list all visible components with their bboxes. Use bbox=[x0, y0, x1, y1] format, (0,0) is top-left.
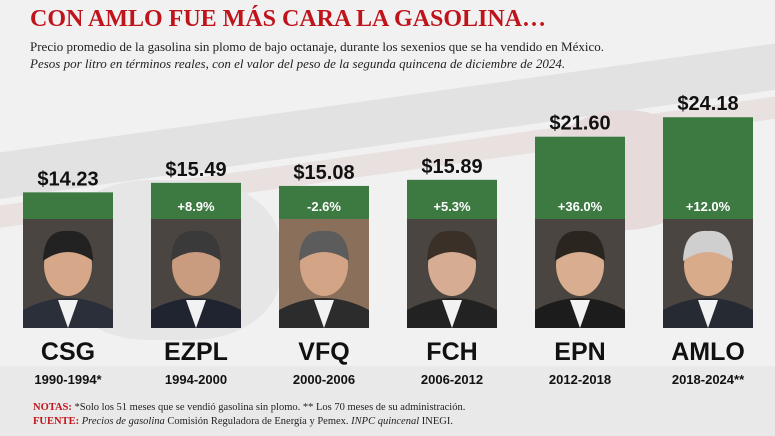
period-label-ezpl: 1994-2000 bbox=[165, 372, 227, 387]
price-label-epn: $21.60 bbox=[549, 113, 610, 135]
background-floor bbox=[0, 366, 775, 436]
footer-notes: NOTAS: *Solo los 51 meses que se vendió … bbox=[33, 402, 465, 413]
price-label-fch: $15.89 bbox=[421, 156, 482, 178]
portrait-shirt-fch bbox=[442, 300, 462, 328]
change-label-epn: +36.0% bbox=[558, 199, 603, 214]
category-label-amlo: AMLO bbox=[671, 338, 745, 366]
source-italic-1: Precios de gasolina bbox=[81, 416, 165, 427]
period-label-vfq: 2000-2006 bbox=[293, 372, 355, 387]
footer-source: FUENTE: Precios de gasolina Comisión Reg… bbox=[33, 416, 453, 427]
category-label-ezpl: EZPL bbox=[164, 338, 228, 366]
portrait-shirt-epn bbox=[570, 300, 590, 328]
change-label-vfq: -2.6% bbox=[307, 199, 341, 214]
page-title: CON AMLO FUE MÁS CARA LA GASOLINA… bbox=[30, 6, 547, 32]
source-text-2: INEGI. bbox=[421, 416, 453, 427]
portrait-hair-epn bbox=[555, 230, 605, 261]
source-italic-2: INPC quincenal bbox=[351, 416, 420, 427]
portrait-hair-csg bbox=[43, 230, 93, 261]
portrait-shirt-vfq bbox=[314, 300, 334, 328]
period-label-epn: 2012-2018 bbox=[549, 372, 611, 387]
source-text-1: Comisión Reguladora de Energía y Pemex. bbox=[167, 416, 349, 427]
portrait-shirt-amlo bbox=[698, 300, 718, 328]
page-subtitle-units: Pesos por litro en términos reales, con … bbox=[30, 56, 566, 71]
portrait-hair-vfq bbox=[299, 230, 349, 261]
price-label-vfq: $15.08 bbox=[293, 162, 354, 184]
price-label-csg: $14.23 bbox=[37, 168, 98, 190]
category-label-epn: EPN bbox=[554, 338, 605, 366]
period-label-csg: 1990-1994* bbox=[34, 372, 102, 387]
change-label-ezpl: +8.9% bbox=[177, 199, 215, 214]
category-label-vfq: VFQ bbox=[298, 338, 349, 366]
notes-text: *Solo los 51 meses que se vendió gasolin… bbox=[74, 402, 466, 413]
page-subtitle: Precio promedio de la gasolina sin plomo… bbox=[30, 39, 605, 54]
price-label-ezpl: $15.49 bbox=[165, 159, 226, 181]
notes-label: NOTAS: bbox=[33, 402, 72, 413]
price-label-amlo: $24.18 bbox=[677, 93, 738, 115]
period-label-fch: 2006-2012 bbox=[421, 372, 483, 387]
portrait-shirt-ezpl bbox=[186, 300, 206, 328]
portrait-hair-fch bbox=[427, 230, 477, 261]
source-label: FUENTE: bbox=[33, 416, 80, 427]
change-label-amlo: +12.0% bbox=[686, 199, 731, 214]
category-label-fch: FCH bbox=[426, 338, 477, 366]
change-label-fch: +5.3% bbox=[433, 199, 471, 214]
portrait-hair-amlo bbox=[683, 230, 733, 261]
period-label-amlo: 2018-2024** bbox=[672, 372, 745, 387]
category-label-csg: CSG bbox=[41, 338, 95, 366]
portrait-shirt-csg bbox=[58, 300, 78, 328]
portrait-hair-ezpl bbox=[171, 230, 221, 261]
